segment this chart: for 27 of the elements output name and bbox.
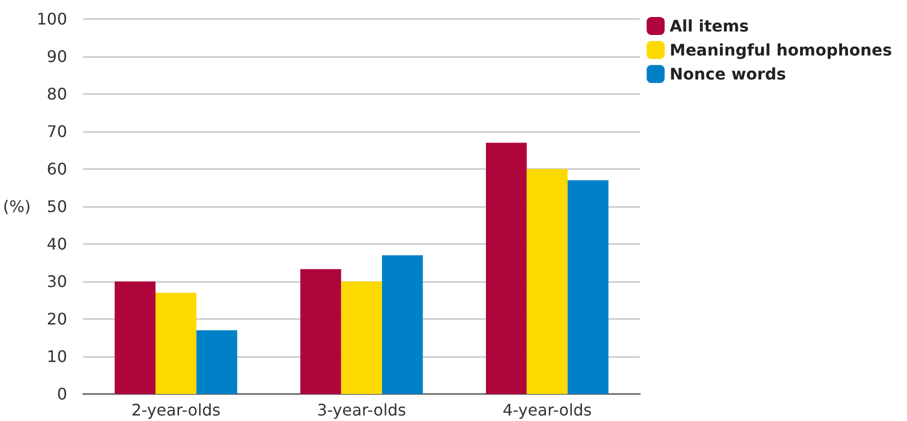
- bar: [156, 292, 196, 394]
- x-tick-label: 2-year-olds: [131, 400, 221, 420]
- y-tick-label: 0: [56, 384, 68, 404]
- bar: [382, 255, 423, 394]
- bar: [196, 330, 238, 394]
- bar: [526, 169, 568, 394]
- bar: [300, 269, 342, 394]
- y-tick-label: 40: [46, 234, 68, 254]
- legend-label: All items: [670, 16, 749, 36]
- x-tick-label: 3-year-olds: [316, 400, 406, 420]
- bar: [341, 282, 382, 394]
- y-tick-label: 20: [46, 310, 68, 328]
- y-tick-label: 80: [46, 84, 68, 104]
- bar: [114, 282, 156, 394]
- y-tick-label: 60: [46, 160, 68, 178]
- legend-label: Meaningful homophones: [670, 40, 892, 60]
- y-tick-label: 30: [46, 272, 68, 291]
- y-tick-label: 10: [46, 347, 68, 366]
- y-tick-label: 50: [46, 197, 68, 216]
- y-axis-title: (%): [3, 197, 31, 216]
- y-tick-label: 70: [46, 122, 68, 141]
- x-tick-label: 4-year-olds: [502, 400, 592, 420]
- legend-label: Nonce words: [670, 64, 786, 84]
- y-tick-label: 100: [36, 10, 68, 28]
- bar: [568, 180, 608, 394]
- y-tick-label: 90: [46, 47, 68, 66]
- bar: [486, 142, 527, 394]
